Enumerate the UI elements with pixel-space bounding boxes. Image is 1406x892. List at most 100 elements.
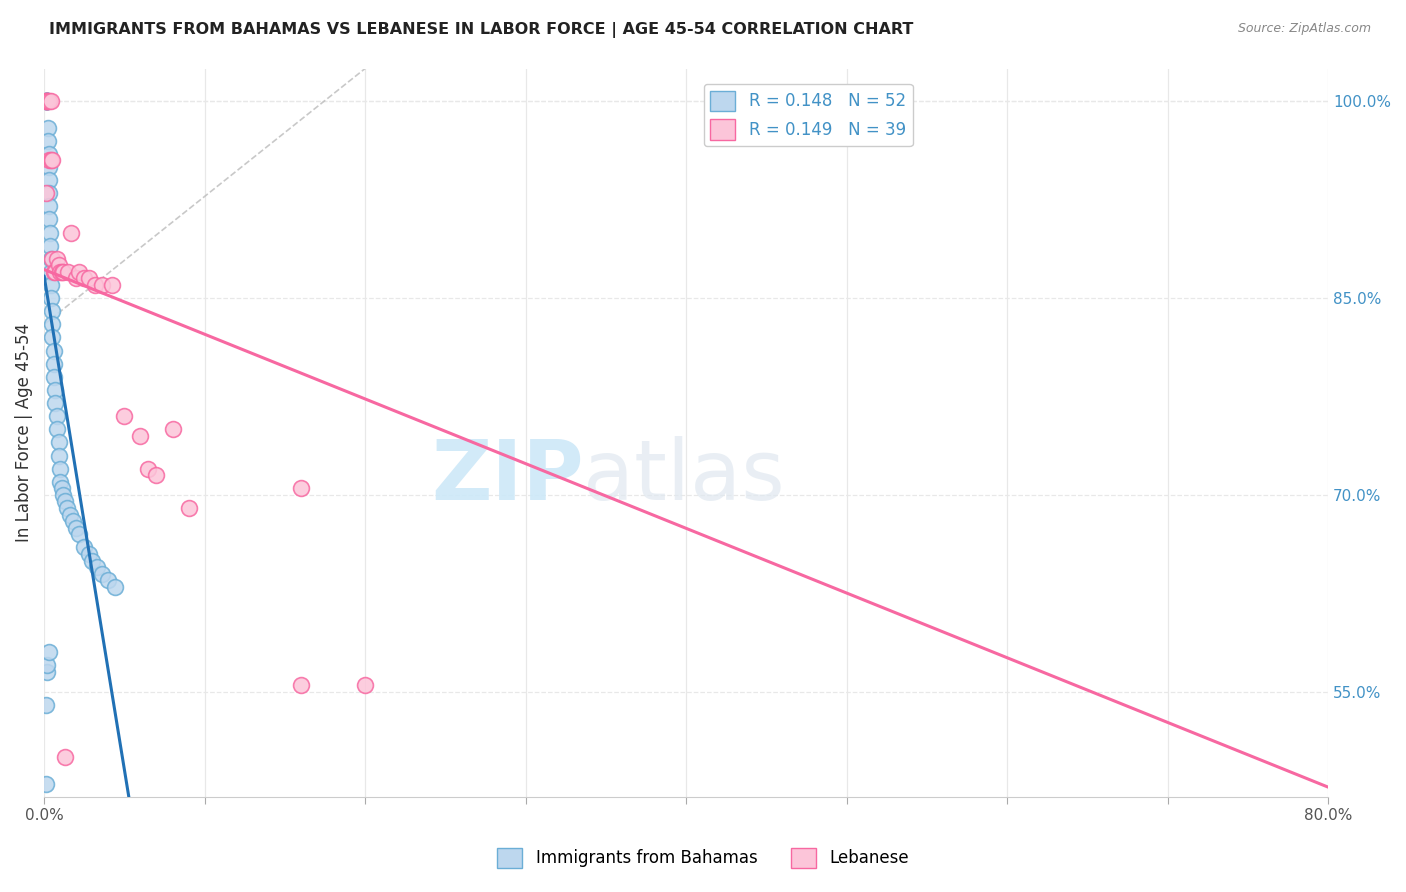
Point (177, 501, 200, 516)
Point (290, 481, 312, 495)
Point (37, 134, 59, 148)
Point (60, 226, 83, 240)
Point (35, 95, 58, 109)
Point (38, 186, 60, 201)
Point (52, 265, 75, 279)
Point (65, 271, 87, 285)
Point (49, 265, 72, 279)
Point (38, 153, 60, 168)
Point (37, 95, 59, 109)
Point (67, 527, 90, 541)
Point (37, 658, 59, 673)
Point (42, 357, 65, 371)
Point (112, 409, 135, 424)
Point (44, 383, 66, 397)
Point (41, 304, 63, 318)
Point (39, 291, 62, 305)
Point (77, 547, 100, 561)
Point (86, 560, 108, 574)
Point (56, 265, 79, 279)
Point (104, 580, 127, 594)
Point (35, 95, 58, 109)
Point (35, 95, 58, 109)
Point (51, 265, 73, 279)
Point (48, 449, 70, 463)
Point (90, 278, 112, 293)
Legend: Immigrants from Bahamas, Lebanese: Immigrants from Bahamas, Lebanese (491, 841, 915, 875)
Y-axis label: In Labor Force | Age 45-54: In Labor Force | Age 45-54 (15, 323, 32, 542)
Point (38, 95, 60, 109)
Point (35, 698, 58, 712)
Point (49, 461, 72, 475)
Point (42, 343, 65, 358)
Point (37, 95, 59, 109)
Point (38, 199, 60, 213)
Point (62, 514, 84, 528)
Text: Source: ZipAtlas.com: Source: ZipAtlas.com (1237, 22, 1371, 36)
Point (138, 461, 160, 475)
Point (77, 271, 100, 285)
Point (52, 488, 75, 502)
Point (37, 665, 59, 679)
Point (37, 95, 59, 109)
Point (46, 252, 69, 266)
Point (37, 95, 59, 109)
Point (65, 521, 87, 535)
Point (82, 553, 104, 567)
Point (41, 153, 63, 168)
Point (38, 212, 60, 227)
Point (41, 318, 63, 332)
Legend: R = 0.148   N = 52, R = 0.149   N = 39: R = 0.148 N = 52, R = 0.149 N = 39 (704, 84, 912, 146)
Point (90, 566, 112, 581)
Point (48, 435, 70, 450)
Text: ZIP: ZIP (430, 436, 583, 516)
Point (38, 173, 60, 187)
Point (38, 238, 60, 252)
Point (42, 265, 65, 279)
Point (38, 226, 60, 240)
Point (39, 95, 62, 109)
Point (39, 153, 62, 168)
Point (38, 160, 60, 174)
Point (39, 278, 62, 293)
Text: atlas: atlas (583, 436, 785, 516)
Point (38, 146, 60, 161)
Point (35, 95, 58, 109)
Point (35, 95, 58, 109)
Point (67, 265, 90, 279)
Point (46, 409, 69, 424)
Text: IMMIGRANTS FROM BAHAMAS VS LEBANESE IN LABOR FORCE | AGE 45-54 CORRELATION CHART: IMMIGRANTS FROM BAHAMAS VS LEBANESE IN L… (49, 22, 914, 38)
Point (290, 678, 312, 692)
Point (84, 278, 107, 293)
Point (37, 95, 59, 109)
Point (37, 95, 59, 109)
Point (100, 278, 122, 293)
Point (53, 750, 76, 764)
Point (707, 95, 730, 109)
Point (44, 265, 66, 279)
Point (49, 475, 72, 489)
Point (39, 252, 62, 266)
Point (37, 120, 59, 135)
Point (73, 271, 96, 285)
Point (44, 396, 66, 410)
Point (59, 508, 82, 522)
Point (51, 481, 73, 495)
Point (42, 369, 65, 384)
Point (145, 468, 167, 483)
Point (35, 95, 58, 109)
Point (41, 252, 63, 266)
Point (129, 429, 152, 443)
Point (73, 541, 96, 555)
Point (97, 573, 120, 587)
Point (35, 95, 58, 109)
Point (162, 422, 184, 436)
Point (55, 501, 77, 516)
Point (35, 776, 58, 790)
Point (41, 330, 63, 344)
Point (354, 678, 377, 692)
Point (35, 186, 58, 201)
Point (53, 494, 76, 508)
Point (46, 422, 69, 436)
Point (38, 645, 60, 659)
